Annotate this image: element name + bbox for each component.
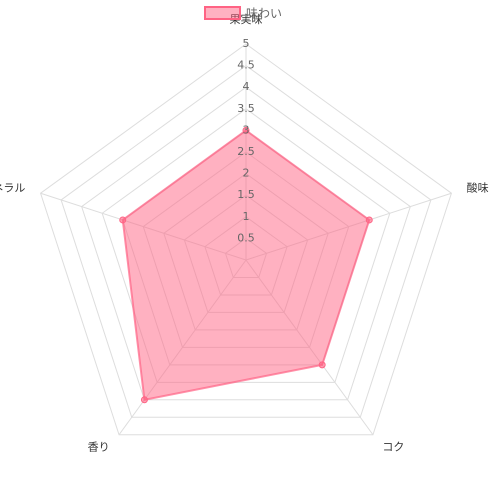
- tick-label: 5: [243, 37, 250, 50]
- tick-label: 3.5: [237, 102, 255, 115]
- data-point: [119, 216, 127, 224]
- data-point: [242, 126, 250, 134]
- data-point: [318, 361, 326, 369]
- axis-label: 酸味: [467, 180, 489, 194]
- tick-label: 2.5: [237, 145, 255, 158]
- grid-ring: [81, 86, 411, 401]
- tick-label: 1.5: [237, 188, 255, 201]
- tick-label: 3: [243, 123, 250, 136]
- data-area: [121, 129, 371, 401]
- data-point: [365, 216, 373, 224]
- tick-label: 0.5: [237, 231, 255, 244]
- tick-label: 4.5: [237, 59, 255, 72]
- grid-ring: [39, 43, 453, 436]
- axis-label: 香り: [88, 441, 110, 454]
- axis-label: ミネラル: [0, 181, 25, 194]
- tick-label: 2: [243, 167, 250, 180]
- legend-label: 味わい: [246, 7, 282, 21]
- legend-swatch: [204, 6, 241, 20]
- grid-ring: [101, 108, 391, 383]
- axis-label: コク: [382, 441, 404, 454]
- data-point: [140, 396, 148, 404]
- grid-ring: [60, 64, 432, 418]
- tick-label: 4: [243, 80, 250, 93]
- tick-label: 1: [243, 210, 250, 223]
